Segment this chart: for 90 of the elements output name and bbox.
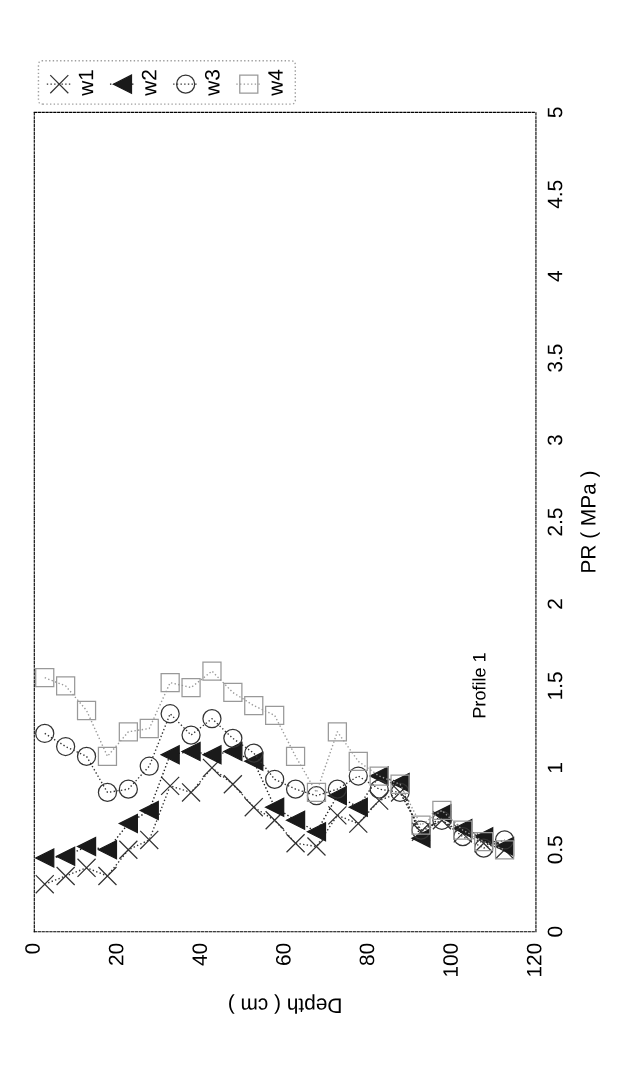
- point: [348, 797, 368, 817]
- point: [76, 836, 97, 857]
- point: [327, 779, 348, 799]
- point: [244, 743, 264, 763]
- point: [223, 682, 243, 703]
- point: [118, 840, 139, 860]
- point: [223, 741, 243, 762]
- point: [35, 874, 55, 894]
- y-tick-label: 3.5: [547, 344, 563, 372]
- point: [494, 830, 515, 850]
- x-tick-label: 100: [443, 943, 458, 976]
- x-tick-label: 60: [275, 943, 291, 965]
- point: [97, 866, 118, 886]
- point: [265, 769, 285, 789]
- point: [202, 709, 222, 729]
- x-tick-label: 0: [25, 943, 40, 954]
- point: [35, 723, 55, 744]
- point: [97, 746, 118, 767]
- y-tick-label: 2.5: [547, 508, 563, 536]
- point: [139, 718, 159, 739]
- point: [139, 830, 159, 850]
- point: [181, 677, 201, 698]
- point: [223, 728, 243, 749]
- legend-label: w3: [204, 70, 220, 96]
- point: [35, 848, 55, 868]
- point: [285, 746, 306, 767]
- point: [265, 705, 285, 726]
- point: [55, 866, 76, 886]
- point: [181, 725, 201, 745]
- point: [202, 745, 222, 765]
- point: [139, 800, 159, 821]
- point: [348, 766, 368, 786]
- y-tick-label: 0: [547, 926, 563, 937]
- point: [285, 833, 306, 853]
- point: [327, 722, 348, 742]
- x-tick-label: 80: [359, 943, 375, 966]
- point: [76, 858, 97, 878]
- annotation: Profile 1: [472, 653, 486, 718]
- point: [118, 722, 139, 742]
- point: [411, 815, 431, 835]
- y-tick-label: 1.5: [547, 672, 563, 699]
- point: [139, 756, 159, 776]
- point: [306, 822, 327, 842]
- y-tick-label: 2: [547, 599, 563, 609]
- point: [55, 676, 76, 696]
- point: [160, 745, 180, 765]
- point: [181, 782, 201, 803]
- y-tick-label: 1: [547, 763, 563, 773]
- point: [244, 695, 264, 716]
- point: [76, 746, 97, 767]
- point: [160, 672, 180, 693]
- x-tick-label: 20: [108, 943, 124, 965]
- point: [97, 840, 118, 860]
- x-axis-title: Depth ( cm ): [229, 994, 341, 1014]
- point: [160, 776, 180, 796]
- legend-label: w4: [268, 69, 283, 96]
- point: [181, 741, 201, 762]
- point: [474, 838, 494, 858]
- y-tick-label: 0.5: [547, 836, 563, 864]
- y-axis-title: PR ( MPa ): [580, 471, 600, 572]
- point: [118, 779, 139, 799]
- y-tick-label: 4.5: [547, 180, 563, 209]
- point: [97, 782, 118, 803]
- point: [348, 813, 368, 834]
- y-tick-label: 5: [547, 107, 563, 118]
- point: [35, 668, 55, 688]
- point: [202, 758, 222, 778]
- point: [202, 661, 222, 681]
- point: [285, 779, 306, 799]
- point: [265, 797, 285, 817]
- point: [285, 810, 306, 830]
- point: [55, 846, 76, 866]
- x-tick-label: 120: [526, 943, 542, 976]
- point: [348, 751, 368, 771]
- point: [265, 810, 285, 830]
- legend-label: w2: [141, 70, 157, 96]
- point: [244, 797, 264, 817]
- legend-label: w1: [78, 70, 94, 96]
- point: [306, 836, 327, 857]
- x-tick-label: 40: [192, 943, 208, 966]
- point: [327, 805, 348, 826]
- point: [369, 779, 389, 799]
- point: [118, 813, 139, 834]
- point: [76, 700, 97, 721]
- point: [55, 736, 76, 757]
- y-tick-label: 3: [547, 435, 563, 446]
- y-tick-label: 4: [547, 271, 563, 282]
- point: [223, 774, 243, 794]
- point: [160, 704, 180, 724]
- point: [369, 790, 389, 811]
